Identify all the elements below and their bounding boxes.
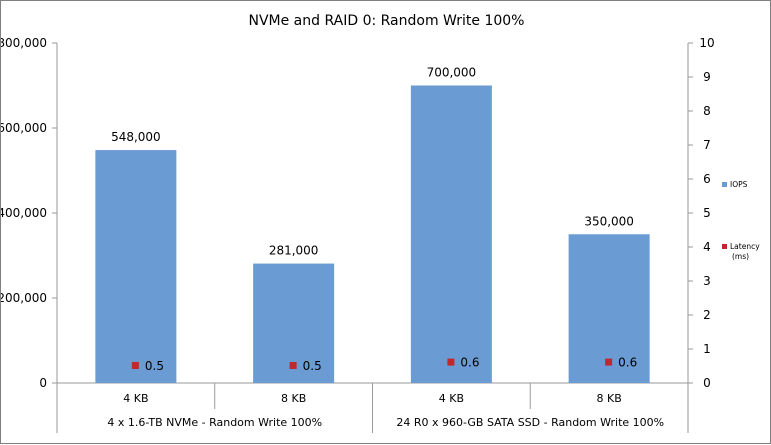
x-group-label: 4 x 1.6-TB NVMe - Random Write 100% bbox=[107, 416, 322, 429]
legend-iops-swatch bbox=[722, 182, 727, 187]
x-group-label: 24 R0 x 960-GB SATA SSD - Random Write 1… bbox=[396, 416, 664, 429]
iops-bar bbox=[568, 234, 650, 383]
y-right-tick-label: 8 bbox=[703, 104, 711, 118]
y-right-tick-label: 9 bbox=[703, 70, 711, 84]
iops-data-label: 700,000 bbox=[427, 66, 477, 80]
legend-latency-unit: (ms) bbox=[732, 252, 749, 261]
y-right-tick-label: 7 bbox=[703, 138, 711, 152]
iops-data-label: 281,000 bbox=[269, 244, 319, 258]
x-category-label: 4 KB bbox=[123, 392, 148, 405]
iops-bar bbox=[95, 150, 177, 383]
y-right-tick-label: 6 bbox=[703, 172, 711, 186]
iops-bar bbox=[410, 85, 492, 383]
y-left-tick-label: 200,000 bbox=[1, 291, 47, 305]
y-left-tick-label: 400,000 bbox=[1, 206, 47, 220]
legend-iops-label: IOPS bbox=[730, 180, 748, 189]
y-left-tick-label: 600,000 bbox=[1, 121, 47, 135]
latency-data-label: 0.5 bbox=[303, 359, 322, 373]
y-right-tick-label: 2 bbox=[703, 308, 711, 322]
y-right-tick-label: 5 bbox=[703, 206, 711, 220]
chart-title: NVMe and RAID 0: Random Write 100% bbox=[248, 13, 524, 29]
y-left-tick-label: 800,000 bbox=[1, 36, 47, 50]
latency-data-label: 0.6 bbox=[460, 356, 479, 370]
legend-latency-label: Latency bbox=[730, 242, 760, 251]
latency-marker bbox=[447, 358, 455, 366]
x-category-label: 8 KB bbox=[281, 392, 306, 405]
y-right-tick-label: 1 bbox=[703, 342, 711, 356]
y-right-tick-label: 4 bbox=[703, 240, 711, 254]
x-category-label: 4 KB bbox=[439, 392, 464, 405]
latency-marker bbox=[289, 362, 297, 369]
y-right-tick-label: 3 bbox=[703, 274, 711, 288]
y-right-tick-label: 10 bbox=[699, 36, 714, 50]
latency-marker bbox=[605, 358, 613, 366]
x-category-label: 8 KB bbox=[596, 392, 621, 405]
y-right-tick-label: 0 bbox=[703, 376, 711, 390]
y-left-tick-label: 0 bbox=[39, 376, 47, 390]
latency-data-label: 0.6 bbox=[618, 356, 637, 370]
latency-marker bbox=[131, 362, 139, 369]
iops-data-label: 350,000 bbox=[584, 214, 634, 228]
iops-data-label: 548,000 bbox=[111, 130, 161, 144]
latency-data-label: 0.5 bbox=[145, 359, 164, 373]
legend-latency-swatch bbox=[722, 244, 727, 249]
